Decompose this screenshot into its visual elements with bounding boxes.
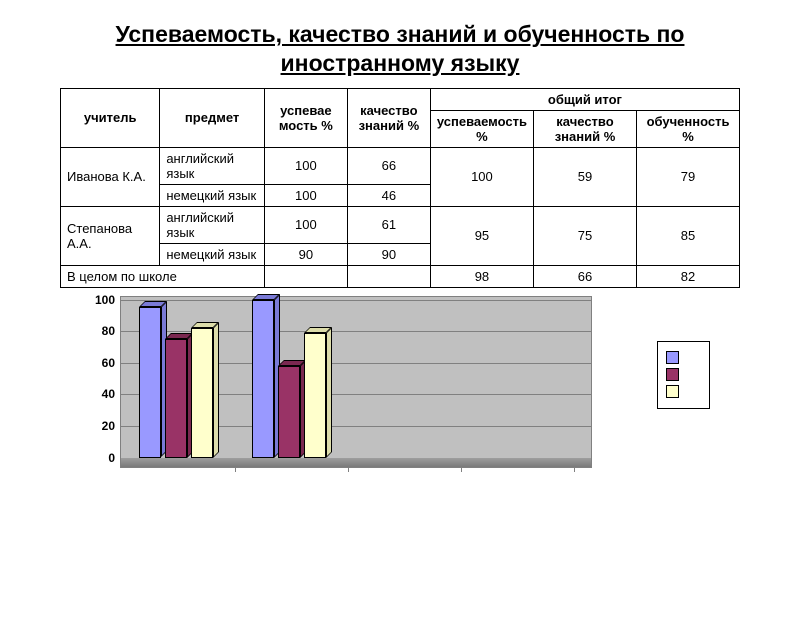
table-row: В целом по школе 98 66 82 xyxy=(61,265,740,287)
legend-item xyxy=(666,351,695,365)
cell-teacher: Иванова К.А. xyxy=(61,147,160,206)
cell-tquality: 59 xyxy=(534,147,637,206)
cell-ttrain: 79 xyxy=(637,147,740,206)
ytick-label: 80 xyxy=(102,324,115,338)
th-teacher: учитель xyxy=(61,88,160,147)
ytick-label: 60 xyxy=(102,356,115,370)
bar xyxy=(252,300,274,458)
cell-subject: немецкий язык xyxy=(160,184,265,206)
legend-swatch xyxy=(666,368,679,381)
xtick xyxy=(461,467,462,472)
legend-item xyxy=(666,368,695,382)
th-total-perf: успеваемость % xyxy=(430,110,533,147)
cell-quality: 90 xyxy=(347,243,430,265)
th-subject: предмет xyxy=(160,88,265,147)
cell-perf: 100 xyxy=(264,206,347,243)
cell-ttrain: 85 xyxy=(637,206,740,265)
plot-floor xyxy=(121,458,591,467)
cell-subject: немецкий язык xyxy=(160,243,265,265)
xtick xyxy=(574,467,575,472)
cell-perf: 100 xyxy=(264,184,347,206)
xtick xyxy=(348,467,349,472)
bar xyxy=(139,307,161,457)
cell-teacher: В целом по школе xyxy=(61,265,265,287)
cell-tperf: 98 xyxy=(430,265,533,287)
cell-quality: 46 xyxy=(347,184,430,206)
legend-item xyxy=(666,385,695,399)
ytick-label: 0 xyxy=(108,451,115,465)
legend-label xyxy=(687,385,695,399)
cell-perf: 100 xyxy=(264,147,347,184)
cell-tperf: 95 xyxy=(430,206,533,265)
bar xyxy=(165,339,187,458)
cell-ttrain: 82 xyxy=(637,265,740,287)
bar-chart: 0 20 40 60 80 100 xyxy=(60,296,740,486)
cell-tquality: 66 xyxy=(534,265,637,287)
cell-quality: 61 xyxy=(347,206,430,243)
gridline xyxy=(121,300,591,301)
legend-label xyxy=(687,351,695,365)
cell-perf: 90 xyxy=(264,243,347,265)
cell-subject: английский язык xyxy=(160,206,265,243)
table-row: Иванова К.А. английский язык 100 66 100 … xyxy=(61,147,740,184)
legend xyxy=(657,341,710,409)
th-total-quality: качество знаний % xyxy=(534,110,637,147)
table-row: Степанова А.А. английский язык 100 61 95… xyxy=(61,206,740,243)
legend-label xyxy=(687,368,695,382)
cell-tquality: 75 xyxy=(534,206,637,265)
bar xyxy=(304,333,326,458)
cell-subject: английский язык xyxy=(160,147,265,184)
cell-tperf: 100 xyxy=(430,147,533,206)
cell-perf xyxy=(264,265,347,287)
cell-quality: 66 xyxy=(347,147,430,184)
page-title: Успеваемость, качество знаний и обученно… xyxy=(40,20,760,78)
xtick xyxy=(235,467,236,472)
cell-quality xyxy=(347,265,430,287)
legend-swatch xyxy=(666,351,679,364)
th-perf: успевае мость % xyxy=(264,88,347,147)
th-total-train: обученность % xyxy=(637,110,740,147)
data-table: учитель предмет успевае мость % качество… xyxy=(60,88,740,288)
bar xyxy=(191,328,213,458)
cell-teacher: Степанова А.А. xyxy=(61,206,160,265)
ytick-label: 40 xyxy=(102,387,115,401)
ytick-label: 100 xyxy=(95,293,115,307)
th-quality: качество знаний % xyxy=(347,88,430,147)
ytick-label: 20 xyxy=(102,419,115,433)
bar xyxy=(278,366,300,458)
legend-swatch xyxy=(666,385,679,398)
th-total: общий итог xyxy=(430,88,739,110)
plot-area: 020406080100 xyxy=(120,296,592,468)
